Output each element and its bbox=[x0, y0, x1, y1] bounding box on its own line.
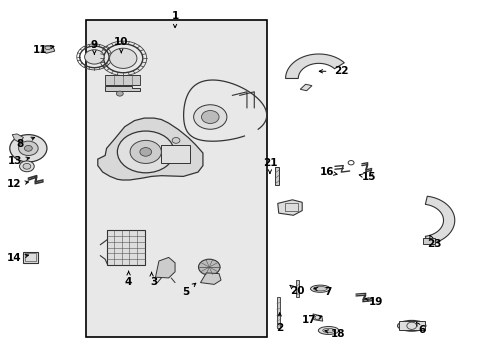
Circle shape bbox=[24, 145, 32, 151]
Bar bbox=[276, 297, 279, 328]
Bar bbox=[23, 252, 38, 263]
Polygon shape bbox=[12, 134, 23, 143]
Bar bbox=[161, 145, 189, 163]
Circle shape bbox=[198, 259, 220, 275]
Circle shape bbox=[20, 161, 34, 172]
Circle shape bbox=[172, 138, 180, 143]
Circle shape bbox=[10, 135, 47, 162]
Polygon shape bbox=[98, 118, 203, 180]
Polygon shape bbox=[41, 46, 55, 53]
Text: 15: 15 bbox=[361, 172, 376, 182]
Ellipse shape bbox=[318, 327, 338, 334]
Bar bbox=[296, 280, 299, 297]
Text: 3: 3 bbox=[150, 276, 157, 287]
Text: 8: 8 bbox=[16, 139, 23, 149]
Bar bbox=[25, 253, 36, 261]
Text: 9: 9 bbox=[91, 40, 98, 50]
Circle shape bbox=[193, 105, 226, 129]
Circle shape bbox=[201, 111, 219, 123]
Text: 20: 20 bbox=[289, 286, 304, 296]
Bar bbox=[284, 203, 298, 211]
Polygon shape bbox=[200, 273, 221, 284]
Text: 23: 23 bbox=[426, 239, 441, 249]
Polygon shape bbox=[277, 200, 302, 215]
Ellipse shape bbox=[397, 320, 425, 331]
Text: 13: 13 bbox=[7, 156, 22, 166]
Text: 6: 6 bbox=[417, 325, 424, 336]
Text: 1: 1 bbox=[171, 11, 178, 21]
Circle shape bbox=[116, 91, 123, 96]
Text: 11: 11 bbox=[33, 45, 47, 55]
Circle shape bbox=[140, 148, 151, 156]
Ellipse shape bbox=[310, 285, 329, 292]
Polygon shape bbox=[105, 86, 140, 91]
Circle shape bbox=[109, 48, 137, 68]
Circle shape bbox=[117, 131, 174, 173]
Text: 21: 21 bbox=[262, 158, 277, 168]
Text: 22: 22 bbox=[333, 66, 348, 76]
Ellipse shape bbox=[313, 287, 326, 291]
Bar bbox=[422, 238, 434, 244]
Ellipse shape bbox=[322, 328, 334, 333]
Text: 17: 17 bbox=[301, 315, 316, 325]
Circle shape bbox=[130, 140, 161, 163]
Circle shape bbox=[19, 141, 38, 156]
Text: 7: 7 bbox=[323, 287, 331, 297]
Text: 14: 14 bbox=[6, 253, 21, 264]
Bar bbox=[398, 321, 425, 330]
Text: 5: 5 bbox=[182, 287, 189, 297]
Text: 2: 2 bbox=[276, 323, 283, 333]
Polygon shape bbox=[155, 257, 175, 278]
Text: 12: 12 bbox=[6, 179, 21, 189]
Text: 19: 19 bbox=[367, 297, 382, 307]
Text: 10: 10 bbox=[114, 37, 128, 48]
Text: 16: 16 bbox=[319, 167, 333, 177]
Circle shape bbox=[84, 50, 104, 64]
Text: 18: 18 bbox=[330, 329, 345, 339]
Bar bbox=[105, 75, 140, 85]
Polygon shape bbox=[312, 314, 322, 321]
Bar bbox=[85, 20, 266, 337]
Bar bbox=[106, 230, 144, 265]
Polygon shape bbox=[425, 196, 454, 244]
Polygon shape bbox=[285, 54, 344, 78]
Polygon shape bbox=[300, 84, 311, 91]
Text: 4: 4 bbox=[124, 276, 132, 287]
Circle shape bbox=[23, 163, 31, 169]
Bar bbox=[275, 167, 279, 185]
